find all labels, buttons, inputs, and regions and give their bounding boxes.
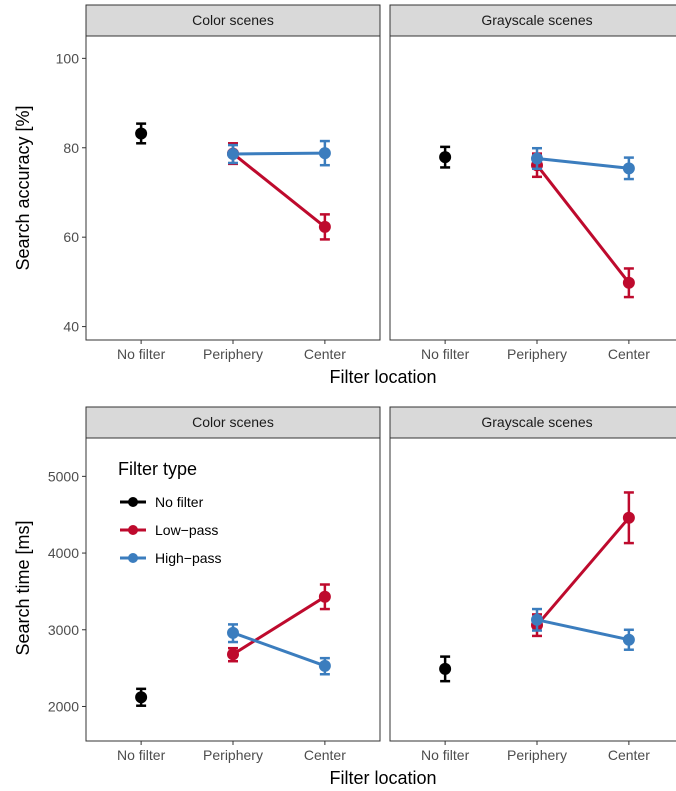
x-tick-label: No filter [421,747,470,763]
marks [135,122,331,241]
strip [85,4,381,37]
x-axis: No filter Periphery Center No filter Periphe… [117,741,650,763]
data-point-low-pass [227,648,239,661]
marks [135,583,331,707]
data-point-no-filter [439,151,452,164]
series-line-high-pass [536,618,630,642]
x-tick-label: Center [608,747,650,763]
series-line-low-pass [232,152,326,229]
panel [389,437,676,742]
x-tick-label: Periphery [507,747,567,763]
accuracy-chart: Color scenes Grayscale scenes 406080100 … [13,4,676,387]
series-line-low-pass [232,595,326,656]
series-line-high-pass [536,157,630,170]
y-tick-label: 60 [63,229,79,245]
data-point-high-pass [227,626,239,639]
strip-label: Color scenes [192,12,274,28]
y-tick-label: 4000 [48,545,79,561]
series-line-low-pass [535,516,631,627]
data-point-low-pass [622,511,635,524]
strip [389,406,676,439]
x-tick-label: Center [304,747,346,763]
strip-label: Grayscale scenes [481,12,592,28]
legend-label: High−pass [155,550,222,566]
y-tick-label: 40 [63,319,79,335]
y-tick-label: 2000 [48,698,79,714]
y-tick-label: 80 [63,140,79,156]
search-time-chart: Color scenes Grayscale scenes 2000 3000 40… [13,406,676,788]
strip [85,406,381,439]
panel [389,35,676,341]
data-point-low-pass [622,276,635,289]
legend-item-no-filter: No filter [120,494,204,510]
facet-color-accuracy: Color scenes [85,4,381,341]
x-tick-label: Center [608,346,650,362]
x-axis-title: Filter location [329,367,436,387]
y-axis-title: Search time [ms] [13,520,33,655]
legend-key-point [128,525,138,535]
data-point-high-pass [531,152,543,165]
x-axis: No filter Periphery Center No filter Periphe… [117,340,650,362]
x-tick-label: No filter [117,747,166,763]
legend: Filter type No filter Low−pass High−pass [118,459,222,566]
legend-item-high-pass: High−pass [120,550,222,566]
y-tick-label: 3000 [48,622,79,638]
facet-color-time: Color scenes [85,406,381,742]
marks [439,145,635,299]
series-line-high-pass [232,631,326,668]
data-point-high-pass [622,162,635,175]
x-tick-label: Center [304,346,346,362]
x-axis-title: Filter location [329,768,436,788]
y-axis-title: Search accuracy [%] [13,105,33,270]
data-point-high-pass [622,633,635,646]
legend-label: Low−pass [155,522,218,538]
series-line-low-pass [535,164,631,284]
facet-grayscale-accuracy: Grayscale scenes [389,4,676,341]
legend-title: Filter type [118,459,197,479]
facet-grayscale-time: Grayscale scenes [389,406,676,742]
legend-key-point [128,553,138,563]
data-point-high-pass [227,148,239,161]
legend-item-low-pass: Low−pass [120,522,218,538]
strip-label: Grayscale scenes [481,414,592,430]
data-point-no-filter [135,127,148,140]
x-tick-label: Periphery [507,346,567,362]
legend-key-point [128,497,138,507]
data-point-no-filter [135,691,148,704]
panel [85,437,381,742]
x-tick-label: Periphery [203,346,263,362]
panel [85,35,381,341]
y-tick-label: 5000 [48,468,79,484]
series-line-high-pass [232,151,325,156]
data-point-high-pass [318,659,331,672]
x-tick-label: No filter [117,346,166,362]
y-axis: 40 60 80 100 [56,50,86,335]
data-point-low-pass [318,220,331,233]
data-point-high-pass [318,147,331,160]
strip-label: Color scenes [192,414,274,430]
x-tick-label: Periphery [203,747,263,763]
y-axis: 2000 3000 4000 5000 [48,468,86,714]
legend-label: No filter [155,494,204,510]
data-point-low-pass [318,590,331,603]
marks [439,491,635,683]
y-tick-label: 100 [56,50,80,66]
data-point-high-pass [531,613,543,626]
data-point-no-filter [439,662,452,675]
x-tick-label: No filter [421,346,470,362]
